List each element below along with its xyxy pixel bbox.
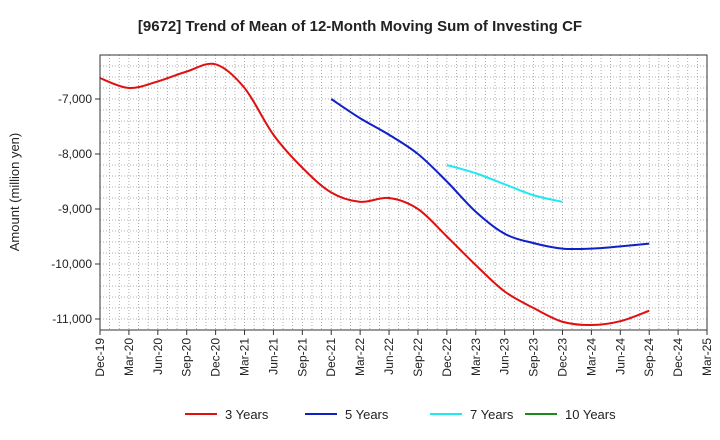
- x-tick-label: Dec-23: [555, 338, 569, 377]
- gridlines: [100, 55, 707, 330]
- legend-item-5-years: 5 Years: [305, 407, 389, 422]
- x-tick-label: Sep-23: [527, 338, 541, 377]
- legend: 3 Years 5 Years 7 Years 10 Years: [185, 407, 616, 422]
- y-tick-label: -7,000: [58, 92, 92, 106]
- legend-label-5-years: 5 Years: [345, 407, 389, 422]
- y-tick-label: -8,000: [58, 147, 92, 161]
- y-axis-label: Amount (million yen): [7, 133, 22, 252]
- x-tick-label: Mar-25: [700, 338, 714, 376]
- x-tick-label: Jun-23: [498, 338, 512, 375]
- plot-area-frame: [100, 55, 707, 330]
- x-axis: Dec-19 Mar-20 Jun-20 Sep-20 Dec-20 Mar-21 Jun-…: [93, 330, 714, 377]
- legend-item-3-years: 3 Years: [185, 407, 269, 422]
- x-tick-label: Jun-21: [266, 338, 280, 375]
- y-tick-label: -10,000: [51, 257, 92, 271]
- x-tick-label: Dec-24: [671, 338, 685, 377]
- x-tick-label: Sep-21: [295, 338, 309, 377]
- x-tick-label: Mar-24: [584, 338, 598, 376]
- chart-title: [9672] Trend of Mean of 12-Month Moving …: [138, 18, 582, 35]
- series-lines: [100, 64, 649, 325]
- legend-item-7-years: 7 Years: [430, 407, 514, 422]
- x-tick-label: Dec-20: [209, 338, 223, 377]
- x-tick-label: Sep-24: [642, 338, 656, 377]
- x-tick-label: Sep-22: [411, 338, 425, 377]
- legend-label-7-years: 7 Years: [470, 407, 514, 422]
- x-tick-label: Jun-24: [613, 338, 627, 375]
- x-tick-label: Dec-22: [440, 338, 454, 377]
- y-tick-label: -9,000: [58, 202, 92, 216]
- legend-label-10-years: 10 Years: [565, 407, 616, 422]
- legend-label-3-years: 3 Years: [225, 407, 269, 422]
- x-tick-label: Jun-20: [151, 338, 165, 375]
- x-tick-label: Mar-20: [122, 338, 136, 376]
- y-tick-label: -11,000: [52, 312, 92, 326]
- x-tick-label: Mar-21: [238, 338, 252, 376]
- x-tick-label: Jun-22: [382, 338, 396, 375]
- series-line-3-years: [100, 64, 649, 325]
- x-tick-label: Dec-21: [324, 338, 338, 377]
- y-axis: -11,000 -10,000 -9,000 -8,000 -7,000: [51, 92, 100, 326]
- legend-item-10-years: 10 Years: [525, 407, 616, 422]
- x-tick-label: Dec-19: [93, 338, 107, 377]
- x-tick-label: Mar-23: [469, 338, 483, 376]
- x-tick-label: Sep-20: [180, 338, 194, 377]
- chart: [9672] Trend of Mean of 12-Month Moving …: [0, 0, 720, 440]
- x-tick-label: Mar-22: [353, 338, 367, 376]
- series-line-5-years: [331, 99, 649, 249]
